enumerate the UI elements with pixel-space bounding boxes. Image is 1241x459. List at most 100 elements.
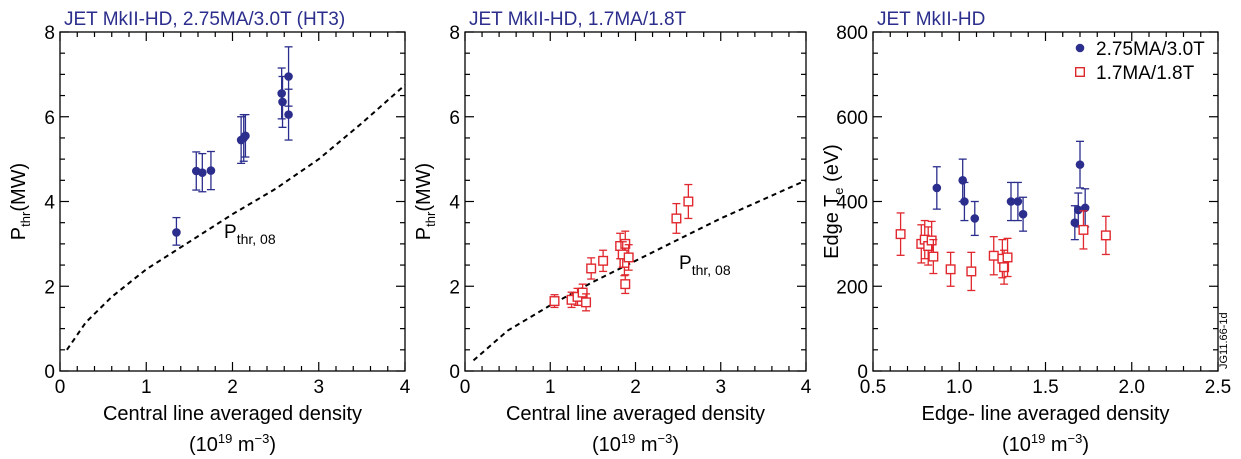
y-tick-label: 8: [449, 23, 460, 44]
data-point: [928, 251, 939, 262]
y-axis-label-unit: (MW): [8, 163, 30, 212]
x-tick-label: 2.5: [1205, 377, 1231, 398]
x-unit-neg-exponent: −3: [255, 431, 270, 446]
y-axis-label-subscript: e: [831, 187, 846, 194]
x-unit-m: m: [635, 434, 657, 456]
y-tick-label: 8: [44, 23, 55, 44]
data-point: [172, 228, 181, 237]
x-axis-label: Central line averaged density: [506, 403, 765, 425]
data-point: [970, 214, 980, 223]
data-point: [620, 238, 631, 249]
series-1.7MA/1.8T-1: [895, 210, 1111, 292]
data-point: [581, 297, 592, 308]
x-tick-label: 2: [630, 377, 641, 398]
x-tick-label: 1.0: [946, 377, 972, 398]
x-unit-exponent: 19: [1031, 431, 1045, 446]
x-tick-label: 3: [313, 377, 324, 398]
x-tick-label: 4: [801, 377, 812, 398]
data-point: [958, 176, 967, 185]
chart-title: JET MkII-HD: [877, 9, 985, 30]
x-tick-label: 0.5: [860, 377, 886, 398]
x-axis-unit: (1019 m−3): [592, 431, 679, 456]
curve-label: Pthr, 08: [224, 222, 276, 247]
data-point: [241, 131, 250, 141]
chart-panel-1: 0 1 2 3 4 0 2 4 6 8 JET MkII-HD, 2.75MA/3.0T (HT3)…: [8, 9, 411, 456]
chart-title: JET MkII-HD, 1.7MA/1.8T: [469, 9, 687, 30]
y-axis-label: Edge Te (eV): [821, 144, 846, 259]
scaling-curve-pthr08: [66, 84, 406, 351]
data-point: [277, 89, 286, 98]
y-axis-label-main: P: [413, 227, 435, 240]
data-point: [945, 264, 956, 275]
data-point: [1073, 205, 1083, 215]
data-point: [549, 296, 560, 307]
data-point: [895, 229, 906, 240]
x-tick-label: 1: [141, 377, 152, 398]
x-unit-neg-exponent: −3: [1068, 431, 1083, 446]
data-point: [577, 287, 588, 298]
data-point: [1018, 209, 1028, 219]
y-tick-label: 400: [836, 193, 868, 214]
legend: 2.75MA/3.0T 1.7MA/1.8T: [1074, 39, 1205, 84]
x-axis-unit: (1019 m−3): [1002, 431, 1089, 456]
y-axis-label: Pthr(MW): [413, 163, 438, 240]
data-point: [966, 266, 977, 277]
y-tick-label: 0: [857, 362, 868, 383]
x-unit-open: (10: [189, 434, 218, 456]
x-tick-label: 3: [715, 377, 726, 398]
legend-label: 2.75MA/3.0T: [1096, 39, 1205, 60]
x-unit-m: m: [232, 434, 254, 456]
y-axis-label-main: P: [8, 227, 30, 240]
data-point: [960, 197, 969, 206]
x-tick-label: 0: [460, 377, 471, 398]
series-data-0: [172, 46, 293, 246]
data-point: [206, 166, 216, 175]
curve-label-main: P: [679, 253, 692, 274]
series-2.75MA/3.0T-0: [932, 140, 1090, 241]
data-point: [1075, 160, 1085, 169]
data-point: [1080, 203, 1090, 213]
data-point: [999, 262, 1010, 273]
data-point: [1006, 197, 1016, 206]
y-axis-label-unit: (MW): [413, 163, 435, 212]
x-tick-label: 2.0: [1119, 377, 1145, 398]
x-unit-open: (10: [592, 434, 621, 456]
data-point: [671, 213, 682, 224]
curve-label-subscript: thr, 08: [692, 262, 731, 278]
y-axis-label-main: Edge T: [821, 195, 843, 259]
x-tick-label: 1: [545, 377, 556, 398]
x-tick-label: 2: [227, 377, 238, 398]
curve-label-subscript: thr, 08: [237, 231, 276, 247]
y-axis-label-subscript: thr: [18, 211, 33, 227]
y-tick-label: 6: [449, 108, 460, 129]
y-tick-label: 800: [836, 23, 868, 44]
x-axis-label: Central line averaged density: [103, 403, 362, 425]
data-point: [988, 250, 999, 261]
y-tick-label: 4: [449, 193, 460, 214]
y-tick-label: 2: [44, 277, 55, 298]
curve-label-main: P: [224, 222, 237, 243]
data-point: [284, 110, 293, 119]
legend-label: 1.7MA/1.8T: [1096, 63, 1195, 84]
y-tick-label: 2: [449, 277, 460, 298]
x-unit-close: ): [269, 434, 276, 456]
data-point: [1070, 218, 1080, 227]
y-axis-label-unit: (eV): [821, 144, 843, 187]
x-tick-label: 0: [55, 377, 66, 398]
x-tick-label: 4: [400, 377, 411, 398]
x-unit-close: ): [672, 434, 679, 456]
x-unit-close: ): [1082, 434, 1089, 456]
data-point: [932, 183, 942, 193]
data-point: [683, 196, 694, 207]
data-point: [586, 263, 597, 274]
x-unit-exponent: 19: [218, 431, 232, 446]
chart-panel-2: 0 1 2 3 4 0 2 4 6 8 JET MkII-HD, 1.7MA/1.8T Pthr(MW…: [413, 9, 812, 456]
scaling-curve-pthr08: [472, 179, 807, 362]
data-point: [926, 235, 937, 246]
data-point: [598, 255, 609, 266]
data-point: [278, 97, 287, 107]
x-axis-unit: (1019 m−3): [189, 431, 276, 456]
x-unit-neg-exponent: −3: [658, 431, 673, 446]
chart-panel-3: 0.5 1.0 1.5 2.0 2.5 0 200 400 600 800 JET MkII-HD E…: [821, 9, 1231, 456]
